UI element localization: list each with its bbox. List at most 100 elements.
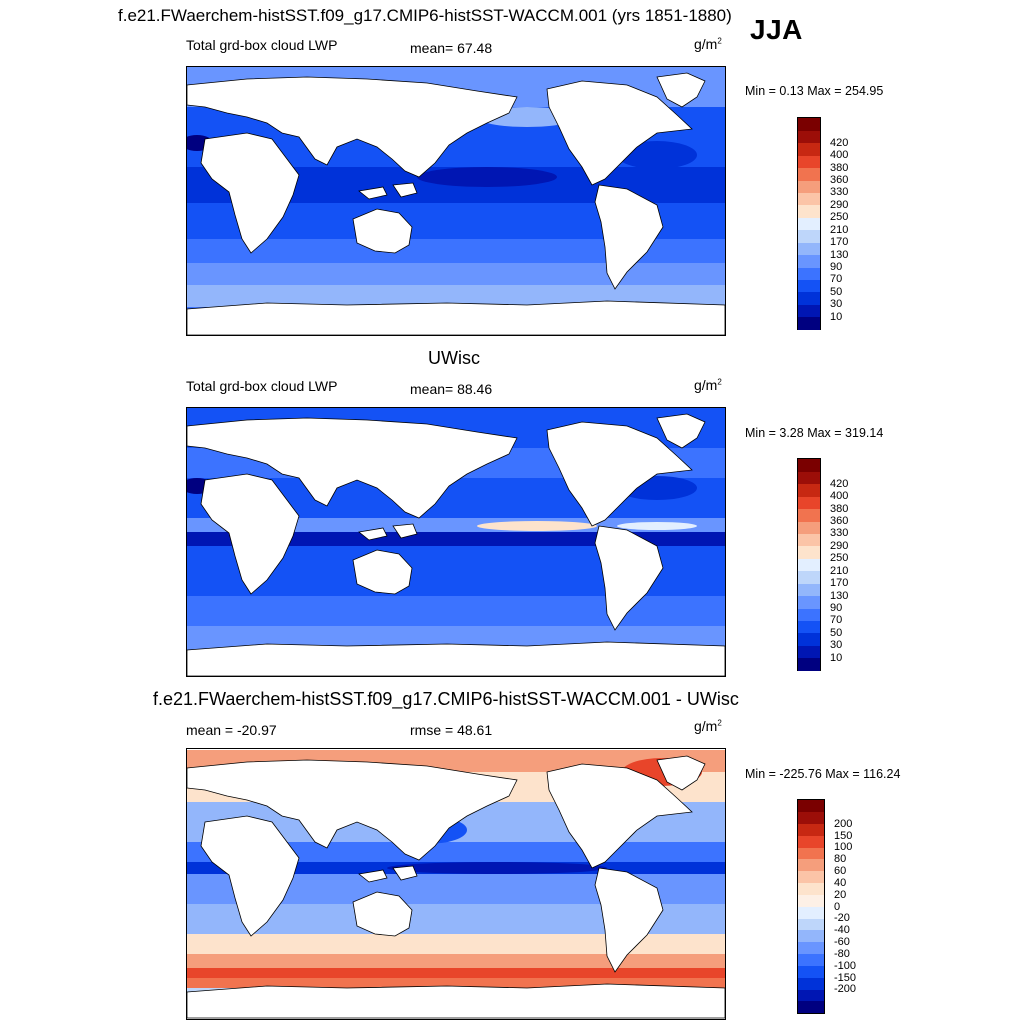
colorbar-box <box>798 847 824 860</box>
colorbar-tick-label: 90 <box>830 260 843 273</box>
colorbar-tick-label: 30 <box>830 298 843 311</box>
colorbar-box <box>798 242 820 256</box>
colorbar-box <box>798 620 820 634</box>
colorbar-tick-label: 170 <box>830 577 849 590</box>
panel2-minmax: Min = 3.28 Max = 319.14 <box>745 426 884 440</box>
colorbar-tick-label: 10 <box>830 310 843 323</box>
panel2-units: g/m2 <box>694 377 722 393</box>
colorbar-box <box>798 1001 824 1014</box>
panel3-subtitle: f.e21.FWaerchem-histSST.f09_g17.CMIP6-hi… <box>153 689 739 709</box>
colorbar-tick-label: 70 <box>830 273 843 286</box>
colorbar-tick-label: 130 <box>830 589 849 602</box>
colorbar-tick-label: 10 <box>830 651 843 664</box>
colorbar-tick-label: 400 <box>830 149 849 162</box>
colorbar-box <box>798 835 824 848</box>
colorbar-tick-label: 380 <box>830 161 849 174</box>
colorbar-box <box>798 118 820 131</box>
panel3-mean-label: mean = -20.97 <box>186 722 277 738</box>
colorbar-box <box>798 533 820 547</box>
colorbar-box <box>798 316 820 330</box>
colorbar-box <box>798 217 820 231</box>
colorbar-box <box>798 483 820 497</box>
colorbar-tick-label: -100 <box>834 959 857 972</box>
colorbar-box <box>798 508 820 522</box>
colorbar-tick-label: 210 <box>830 223 849 236</box>
colorbar-tick-label: 290 <box>830 198 849 211</box>
colorbar-box <box>798 304 820 318</box>
colorbar-box <box>798 266 820 280</box>
colorbar-box <box>798 953 824 966</box>
colorbar-box <box>798 811 824 824</box>
colorbar-tick-label: 50 <box>830 626 843 639</box>
colorbar-tick-label: 250 <box>830 552 849 565</box>
colorbar-tick-label: 30 <box>830 639 843 652</box>
colorbar-tick-label: -150 <box>834 971 857 984</box>
colorbar-tick-label: 210 <box>830 564 849 577</box>
colorbar-box <box>798 155 820 169</box>
colorbar-box <box>798 180 820 194</box>
colorbar-tick-label: 170 <box>830 236 849 249</box>
colorbar-tick-label: 360 <box>830 174 849 187</box>
colorbar-tick-label: 330 <box>830 527 849 540</box>
main-title: f.e21.FWaerchem-histSST.f09_g17.CMIP6-hi… <box>118 6 732 25</box>
panel1-units: g/m2 <box>694 36 722 52</box>
colorbar-box <box>798 918 824 931</box>
colorbar-box <box>798 229 820 243</box>
colorbar-tick-label: -200 <box>834 983 857 996</box>
colorbar-box <box>798 595 820 609</box>
colorbar-tick-label: 70 <box>830 614 843 627</box>
panel3-minmax: Min = -225.76 Max = 116.24 <box>745 767 901 781</box>
colorbar-box <box>798 930 824 943</box>
colorbar-tick-label: 40 <box>834 876 847 889</box>
colorbar-box <box>798 906 824 919</box>
colorbar-box <box>798 130 820 144</box>
colorbar-box <box>798 192 820 206</box>
colorbar-box <box>798 942 824 954</box>
colorbar-box <box>798 471 820 485</box>
panel1-minmax: Min = 0.13 Max = 254.95 <box>745 84 884 98</box>
colorbar-box <box>798 645 820 659</box>
colorbar-tick-label: 0 <box>834 900 841 913</box>
panel2-colorbar: 420 400 380 360 330 290 250 210 170 130 90 70 50 30 10 <box>797 458 848 671</box>
colorbar-box <box>798 882 824 895</box>
panel3-map <box>186 748 726 1020</box>
colorbar-tick-label: -40 <box>834 924 850 937</box>
colorbar-tick-label: 150 <box>834 829 853 842</box>
colorbar-tick-label: 330 <box>830 186 849 199</box>
colorbar-tick-label: 250 <box>830 211 849 224</box>
panel2-left-label: Total grd-box cloud LWP <box>186 378 338 394</box>
colorbar-box <box>798 859 824 872</box>
colorbar-tick-label: 420 <box>830 477 849 490</box>
colorbar-box <box>798 570 820 584</box>
colorbar-box <box>798 583 820 597</box>
colorbar-box <box>798 496 820 510</box>
colorbar-tick-label: 290 <box>830 539 849 552</box>
colorbar-box <box>798 657 820 671</box>
colorbar-tick-label: 380 <box>830 502 849 515</box>
panel1-map <box>186 66 726 336</box>
colorbar-box <box>798 459 820 472</box>
colorbar-box <box>798 521 820 535</box>
panel1-left-label: Total grd-box cloud LWP <box>186 37 338 53</box>
colorbar-box <box>798 291 820 305</box>
panel2-map-svg <box>187 408 725 676</box>
colorbar-box <box>798 894 824 907</box>
panel1-colorbar: 420 400 380 360 330 290 250 210 170 130 90 70 50 30 10 <box>797 117 848 330</box>
colorbar-box <box>798 279 820 293</box>
colorbar-box <box>798 632 820 646</box>
panel3-rmse-label: rmse = 48.61 <box>410 722 493 738</box>
panel1-map-svg <box>187 67 725 335</box>
colorbar-tick-label: -80 <box>834 947 850 960</box>
colorbar-box <box>798 167 820 181</box>
colorbar-box <box>798 800 824 812</box>
colorbar-box <box>798 142 820 156</box>
colorbar-box <box>798 965 824 978</box>
panel1-mean-label: mean= 67.48 <box>410 40 493 56</box>
colorbar-tick-label: 360 <box>830 515 849 528</box>
colorbar-box <box>798 871 824 883</box>
season-label: JJA <box>750 14 803 45</box>
colorbar-tick-label: 400 <box>830 490 849 503</box>
panel3-map-svg <box>187 750 725 1019</box>
panel2-mean-label: mean= 88.46 <box>410 381 493 397</box>
colorbar-tick-label: 60 <box>834 865 847 877</box>
